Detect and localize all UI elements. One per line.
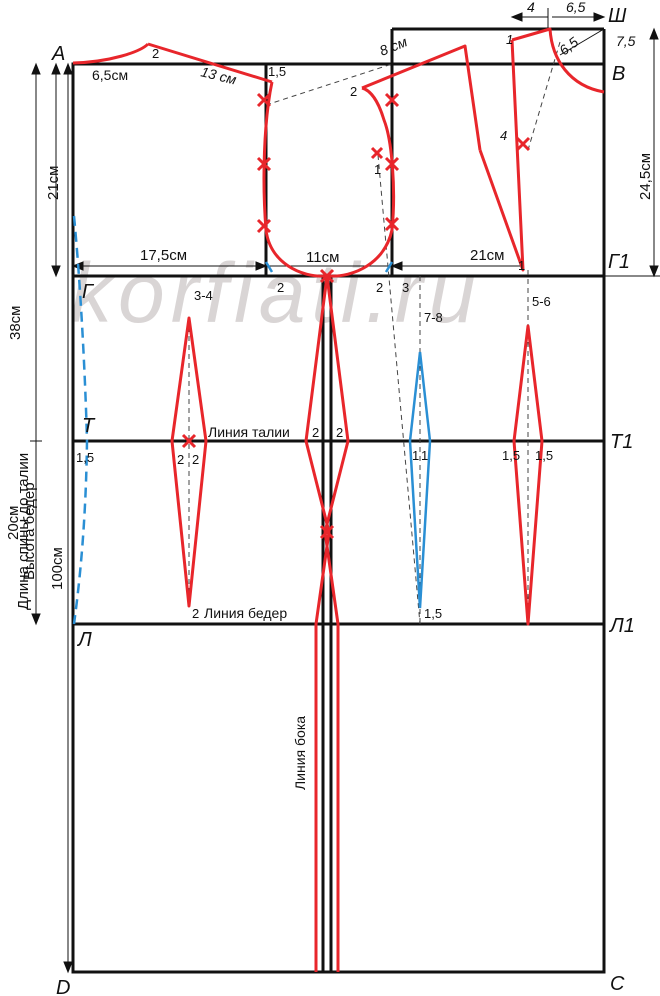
mark-1-g1: 1	[518, 258, 525, 273]
back-width-label: 17,5см	[140, 247, 187, 264]
hip-height-value: 20см	[5, 506, 22, 541]
point-l1: Л1	[608, 615, 635, 637]
mark-2-arm-back: 2	[350, 84, 357, 99]
front-depth-label: 24,5см	[637, 153, 654, 200]
dart-label-7-8: 7-8	[424, 310, 443, 325]
mark-2-corner-left: 2	[277, 280, 284, 295]
mark-4-front: 4	[500, 128, 507, 143]
waist-mark-2a: 2	[177, 452, 184, 467]
hip-mark-15: 1,5	[424, 606, 442, 621]
watermark: korfiati.ru	[70, 246, 481, 340]
point-sh: Ш	[608, 5, 627, 27]
dart-3-4	[170, 316, 208, 608]
dart-label-3-4: 3-4	[194, 288, 213, 303]
mark-2-neck: 2	[152, 46, 159, 61]
hip-mark-2: 2	[192, 606, 199, 621]
side-75-label: 7,5	[616, 33, 636, 49]
neck-back-label: 6,5см	[92, 67, 128, 83]
point-v: В	[612, 63, 625, 85]
back-neck	[72, 42, 150, 65]
front-shoulder	[361, 44, 482, 151]
chest-width-label: 21см	[470, 247, 505, 264]
mark-15-arm: 1,5	[268, 64, 286, 79]
waist-mark-2b: 2	[192, 452, 199, 467]
point-l: Л	[76, 629, 92, 651]
back-length-value: 38см	[7, 306, 24, 341]
back-shoulder	[147, 42, 273, 84]
shoulder-back-label: 13 см	[199, 63, 238, 87]
point-c: С	[610, 973, 625, 995]
mark-1-front: 1	[506, 32, 513, 47]
dart-5-6	[512, 324, 544, 626]
point-t: Т	[82, 415, 96, 437]
point-t1: Т1	[610, 431, 633, 453]
waist-mark-15-back: 1,5	[76, 450, 94, 465]
mark-3: 3	[402, 280, 409, 295]
waist-side-2a: 2	[312, 425, 319, 440]
blue-construction	[72, 215, 432, 625]
side-line-label: Линия бока	[292, 716, 308, 790]
armhole-depth-label: 21см	[45, 166, 62, 201]
armhole-width-label: 11см	[306, 249, 339, 266]
top-4-label: 4	[527, 0, 535, 15]
front-neck	[511, 27, 605, 94]
waist-mark-15b: 1,5	[535, 448, 553, 463]
waist-mark-15a: 1,5	[502, 448, 520, 463]
point-g: Г	[82, 281, 95, 303]
top-65-label: 6,5	[566, 0, 586, 15]
dart-7-8	[408, 351, 432, 609]
front-armhole	[326, 86, 396, 278]
dimension-lines	[30, 8, 660, 974]
waist-side-2b: 2	[336, 425, 343, 440]
hip-height-label: Высота бедер	[21, 482, 38, 580]
red-pattern	[72, 27, 605, 972]
point-d: D	[56, 977, 70, 996]
waist-mark-1b: 1	[421, 448, 428, 463]
total-length-label: 100см	[49, 547, 66, 590]
back-length-label: Длина спины до талии	[15, 453, 32, 610]
cross-marks	[181, 92, 531, 540]
point-g1: Г1	[608, 251, 630, 273]
mark-2-corner-right: 2	[376, 280, 383, 295]
bust-dart	[478, 39, 525, 272]
waist-line-label: Линия талии	[208, 424, 290, 440]
dart-label-5-6: 5-6	[532, 294, 551, 309]
back-centre-curve	[72, 215, 89, 625]
mark-1-arm: 1	[374, 162, 381, 177]
hip-line-label: Линия бедер	[204, 605, 287, 621]
waist-mark-1a: 1	[412, 448, 419, 463]
point-a: A	[51, 43, 65, 65]
